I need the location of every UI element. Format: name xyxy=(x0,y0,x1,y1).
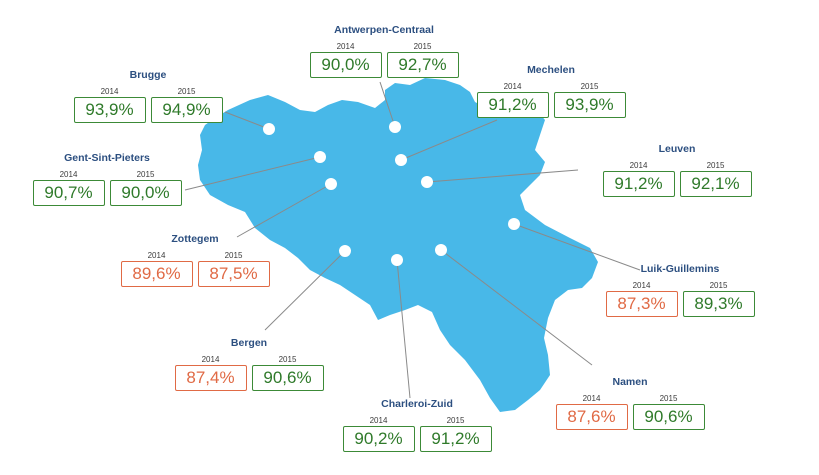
station-name: Bergen xyxy=(230,337,268,349)
station-panel-antwerpen-centraal: Antwerpen-Centraal 2014 2015 90,0% 92,7% xyxy=(309,24,459,78)
station-marker-zottegem[interactable] xyxy=(325,178,337,190)
leader-line-charleroi-zuid xyxy=(396,259,411,399)
year-label-2015: 2015 xyxy=(659,394,678,403)
year-label-2015: 2015 xyxy=(580,82,599,91)
leader-line-gent-sint-pieters xyxy=(184,156,321,191)
station-panel-bergen: Bergen 2014 2015 87,4% 90,6% xyxy=(174,337,324,391)
year-label-2015: 2015 xyxy=(177,87,196,96)
station-panel-luik-guillemins: Luik-Guillemins 2014 2015 87,3% 89,3% xyxy=(605,263,755,317)
station-name: Luik-Guillemins xyxy=(640,263,720,275)
station-name: Gent-Sint-Pieters xyxy=(64,152,150,164)
punctuality-2014-value: 87,4% xyxy=(174,365,247,391)
punctuality-2015-value: 90,6% xyxy=(632,404,705,430)
station-marker-brugge[interactable] xyxy=(263,123,275,135)
punctuality-2015-value: 92,7% xyxy=(386,52,459,78)
year-label-2015: 2015 xyxy=(709,281,728,290)
punctuality-2014-value: 93,9% xyxy=(73,97,146,123)
station-panel-charleroi-zuid: Charleroi-Zuid 2014 2015 90,2% 91,2% xyxy=(342,398,492,452)
station-panel-mechelen: Mechelen 2014 2015 91,2% 93,9% xyxy=(476,64,626,118)
station-marker-bergen[interactable] xyxy=(339,245,351,257)
punctuality-2014-value: 91,2% xyxy=(602,171,675,197)
station-name: Namen xyxy=(612,376,648,388)
year-label-2014: 2014 xyxy=(100,87,119,96)
station-name: Mechelen xyxy=(527,64,575,76)
year-label-2015: 2015 xyxy=(706,161,725,170)
station-name: Antwerpen-Centraal xyxy=(334,24,434,36)
station-panel-zottegem: Zottegem 2014 2015 89,6% 87,5% xyxy=(120,233,270,287)
punctuality-2015-value: 92,1% xyxy=(679,171,752,197)
station-marker-luik-guillemins[interactable] xyxy=(508,218,520,230)
station-markers xyxy=(263,121,520,266)
year-label-2015: 2015 xyxy=(278,355,297,364)
punctuality-2015-value: 94,9% xyxy=(150,97,223,123)
punctuality-2014-value: 90,2% xyxy=(342,426,415,452)
leader-lines xyxy=(184,81,641,399)
year-label-2014: 2014 xyxy=(201,355,220,364)
punctuality-2014-value: 87,3% xyxy=(605,291,678,317)
year-label-2014: 2014 xyxy=(632,281,651,290)
punctuality-2014-value: 90,7% xyxy=(32,180,105,206)
year-label-2015: 2015 xyxy=(413,42,432,51)
year-label-2014: 2014 xyxy=(629,161,648,170)
year-label-2015: 2015 xyxy=(136,170,155,179)
leader-line-namen xyxy=(440,249,593,366)
year-label-2015: 2015 xyxy=(224,251,243,260)
leader-line-leuven xyxy=(426,169,579,183)
punctuality-2015-value: 89,3% xyxy=(682,291,755,317)
punctuality-2015-value: 91,2% xyxy=(419,426,492,452)
station-name: Charleroi-Zuid xyxy=(381,398,453,410)
station-panel-gent-sint-pieters: Gent-Sint-Pieters 2014 2015 90,7% 90,0% xyxy=(32,152,182,206)
year-label-2014: 2014 xyxy=(336,42,355,51)
leader-line-zottegem xyxy=(236,183,332,238)
year-label-2014: 2014 xyxy=(503,82,522,91)
station-marker-gent-sint-pieters[interactable] xyxy=(314,151,326,163)
station-panel-brugge: Brugge 2014 2015 93,9% 94,9% xyxy=(73,69,223,123)
leader-line-bergen xyxy=(264,250,346,331)
leader-line-mechelen xyxy=(400,119,498,161)
punctuality-2014-value: 89,6% xyxy=(120,261,193,287)
leader-line-brugge xyxy=(224,111,270,130)
punctuality-2014-value: 91,2% xyxy=(476,92,549,118)
punctuality-2015-value: 90,6% xyxy=(251,365,324,391)
station-panel-leuven: Leuven 2014 2015 91,2% 92,1% xyxy=(602,143,752,197)
year-label-2014: 2014 xyxy=(59,170,78,179)
year-label-2015: 2015 xyxy=(446,416,465,425)
station-name: Leuven xyxy=(658,143,696,155)
station-marker-namen[interactable] xyxy=(435,244,447,256)
station-marker-antwerpen-centraal[interactable] xyxy=(389,121,401,133)
year-label-2014: 2014 xyxy=(147,251,166,260)
station-name: Brugge xyxy=(129,69,167,81)
belgium-country-shape xyxy=(198,78,598,412)
punctuality-2014-value: 87,6% xyxy=(555,404,628,430)
punctuality-2015-value: 87,5% xyxy=(197,261,270,287)
leader-line-antwerpen-centraal xyxy=(379,81,396,128)
punctuality-2015-value: 90,0% xyxy=(109,180,182,206)
punctuality-2015-value: 93,9% xyxy=(553,92,626,118)
station-name: Zottegem xyxy=(171,233,219,245)
year-label-2014: 2014 xyxy=(582,394,601,403)
station-panel-namen: Namen 2014 2015 87,6% 90,6% xyxy=(555,376,705,430)
station-marker-charleroi-zuid[interactable] xyxy=(391,254,403,266)
station-marker-leuven[interactable] xyxy=(421,176,433,188)
punctuality-2014-value: 90,0% xyxy=(309,52,382,78)
station-marker-mechelen[interactable] xyxy=(395,154,407,166)
leader-line-luik-guillemins xyxy=(513,223,641,271)
year-label-2014: 2014 xyxy=(369,416,388,425)
